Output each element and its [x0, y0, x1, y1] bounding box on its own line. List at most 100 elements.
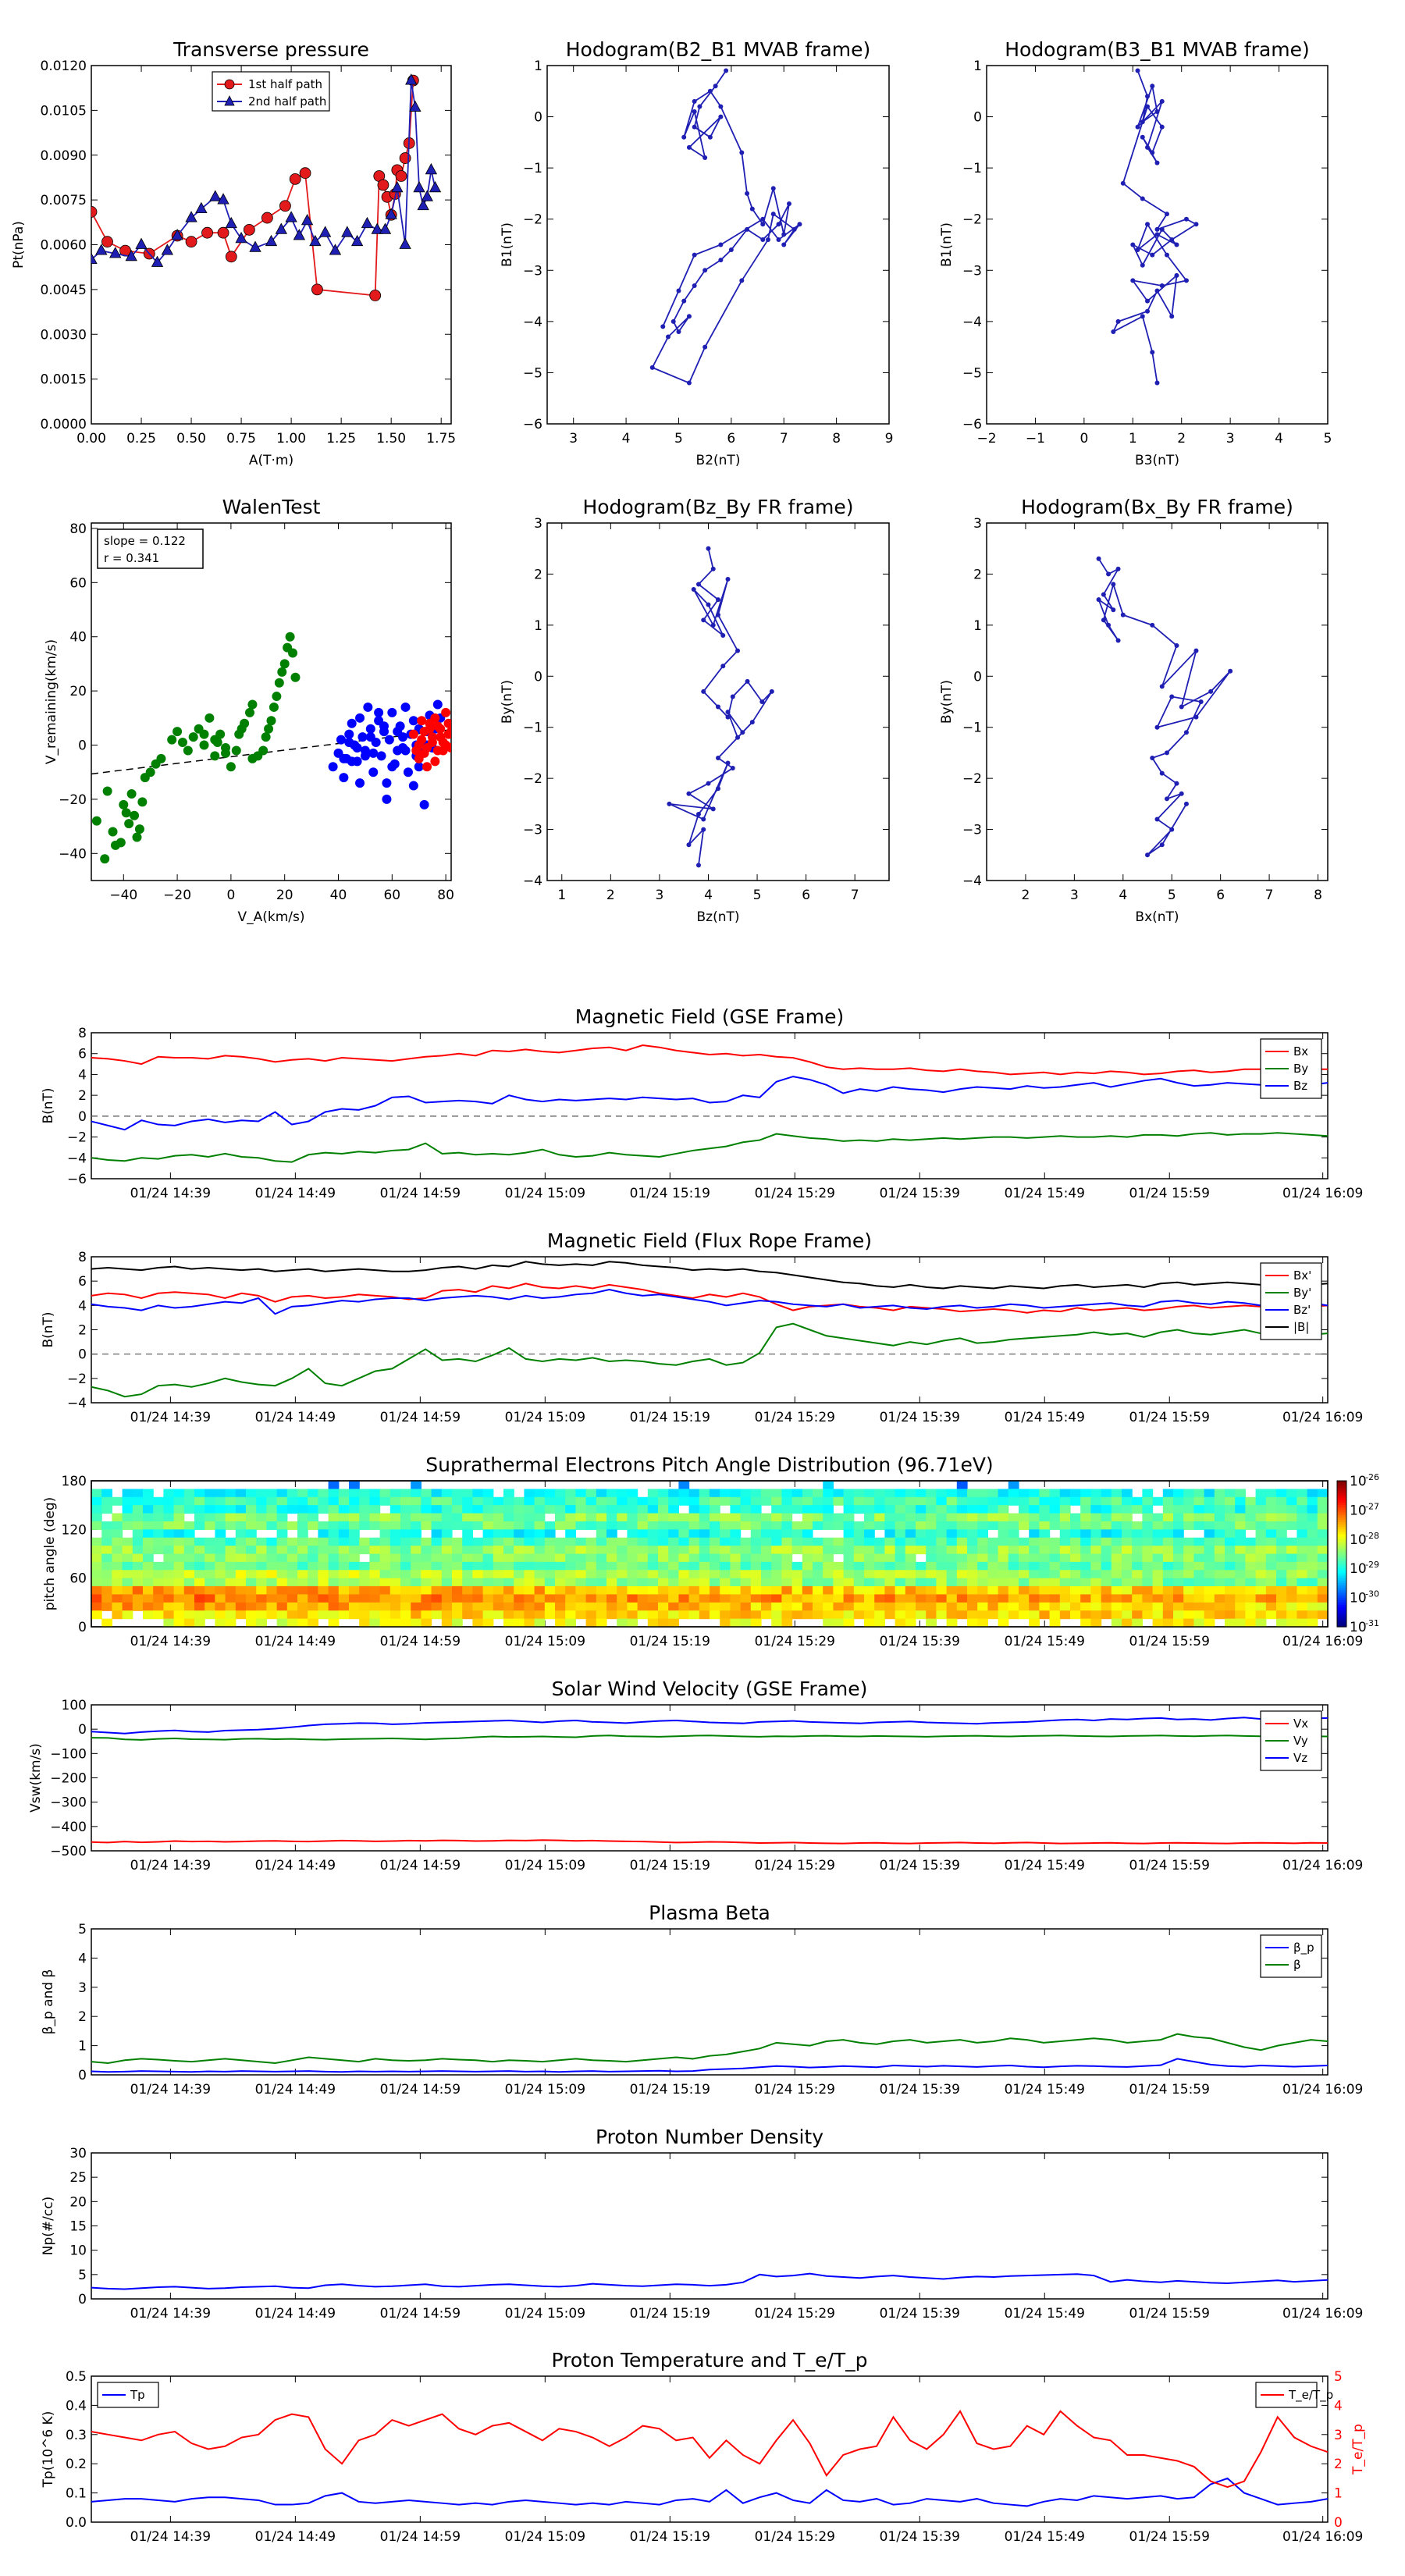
- pad-cell: [215, 1529, 226, 1539]
- pad-cell: [1245, 1521, 1257, 1530]
- pad-cell: [194, 1553, 205, 1563]
- pad-cell: [998, 1496, 1009, 1506]
- pad-cell: [276, 1546, 288, 1555]
- pad-cell: [740, 1561, 752, 1571]
- hodogram-bx-by-plot-area: [1096, 556, 1233, 858]
- pad-cell: [308, 1594, 318, 1603]
- pad-cell: [710, 1529, 720, 1539]
- pad-cell: [720, 1537, 731, 1546]
- pad-cell: [1214, 1537, 1225, 1546]
- pad-cell: [431, 1513, 443, 1522]
- pad-cell: [143, 1537, 154, 1546]
- pad-cell: [998, 1586, 1009, 1596]
- pad-cell: [389, 1521, 401, 1530]
- pad-cell: [163, 1521, 175, 1530]
- pad-cell: [514, 1561, 525, 1571]
- pad-cell: [843, 1489, 855, 1498]
- pad-cell: [1111, 1586, 1122, 1596]
- pad-cell: [318, 1521, 329, 1530]
- pad-cell: [514, 1521, 525, 1530]
- pad-cell: [112, 1546, 123, 1555]
- walen-test-point: [247, 699, 258, 710]
- pad-cell: [389, 1618, 401, 1628]
- pad-colorbar-cell: [1337, 1546, 1346, 1550]
- pad-cell: [1162, 1561, 1174, 1571]
- hodogram-bz-by-point: [667, 801, 672, 806]
- pad-cell: [916, 1561, 927, 1571]
- pad-cell: [585, 1578, 597, 1587]
- pad-cell: [575, 1546, 587, 1555]
- proton-density-xtick-label: 01/24 14:39: [130, 2306, 211, 2322]
- pad-cell: [163, 1610, 175, 1620]
- pad-cell: [276, 1586, 288, 1596]
- hodogram-b3-b1-point: [1140, 314, 1145, 319]
- walen-test-point: [124, 819, 134, 829]
- pad-cell: [606, 1610, 617, 1620]
- pad-cell: [472, 1602, 484, 1611]
- pad-cell: [1039, 1537, 1051, 1546]
- pad-cell: [895, 1505, 906, 1514]
- pad-cell: [936, 1529, 948, 1539]
- pad-cell: [1080, 1546, 1091, 1555]
- pad-cell: [183, 1546, 195, 1555]
- pad-cell: [833, 1496, 845, 1506]
- pad-cell: [565, 1570, 576, 1579]
- pad-cell: [1142, 1496, 1154, 1506]
- pad-cell: [194, 1610, 205, 1620]
- pad-cell: [596, 1553, 607, 1563]
- pad-cell: [1162, 1586, 1174, 1596]
- pad-cell: [493, 1546, 504, 1555]
- pad-cell: [452, 1578, 463, 1587]
- pad-cell: [585, 1594, 597, 1603]
- proton-temp-ytick-label: 0.3: [66, 2428, 87, 2443]
- pad-cell: [1090, 1586, 1102, 1596]
- pad-cell: [493, 1521, 504, 1530]
- walen-test-point: [199, 729, 209, 739]
- pad-cell: [1101, 1513, 1112, 1522]
- transverse-pressure-point: [125, 249, 137, 262]
- pad-cell: [658, 1529, 669, 1539]
- pad-cell: [627, 1505, 638, 1514]
- pad-cell: [359, 1496, 370, 1506]
- pad-cell: [761, 1610, 772, 1620]
- pad-cell: [750, 1602, 762, 1611]
- pad-cell: [1019, 1561, 1030, 1571]
- pad-colorbar-cell: [1337, 1519, 1346, 1523]
- pad-cell: [1049, 1553, 1061, 1563]
- pad-cell: [637, 1561, 649, 1571]
- hodogram-b3-b1-ytick-label: 0: [973, 110, 982, 126]
- pad-cell: [771, 1496, 782, 1506]
- pad-cell: [627, 1561, 638, 1571]
- pad-cell: [421, 1561, 432, 1571]
- pad-cell: [91, 1537, 102, 1546]
- pad-cell: [956, 1489, 968, 1498]
- hodogram-b2-b1-xtick-label: 3: [569, 431, 578, 447]
- mag-gse-frame: [91, 1032, 1329, 1179]
- pad-cell: [297, 1521, 308, 1530]
- pad-cell: [1173, 1513, 1184, 1522]
- pad-cell: [379, 1578, 391, 1587]
- pad-cell: [946, 1570, 958, 1579]
- transverse-pressure-point: [185, 236, 197, 248]
- pad-cell: [802, 1496, 813, 1506]
- pad-cell: [205, 1496, 215, 1506]
- pad-cell: [946, 1586, 958, 1596]
- walen-test-point: [363, 702, 373, 712]
- hodogram-b3-b1-xtick-label: −2: [976, 431, 996, 447]
- pad-cell: [761, 1489, 772, 1498]
- pad-cell: [1090, 1546, 1102, 1555]
- pad-cell: [1317, 1521, 1329, 1530]
- pad-cell: [1173, 1610, 1184, 1620]
- walen-test-point: [443, 718, 451, 728]
- pad-cell: [194, 1537, 205, 1546]
- transverse-pressure-ytick-label: 0.0060: [41, 238, 87, 254]
- pad-cell: [256, 1618, 267, 1628]
- pad-cell: [730, 1570, 742, 1579]
- pad-cell: [813, 1521, 823, 1530]
- pad-cell: [813, 1570, 823, 1579]
- pad-cell: [462, 1570, 473, 1579]
- pad-cell: [1307, 1561, 1318, 1571]
- proton-density-xtick-label: 01/24 14:59: [380, 2306, 461, 2322]
- walen-test-point: [130, 810, 140, 820]
- pad-cell: [462, 1489, 473, 1498]
